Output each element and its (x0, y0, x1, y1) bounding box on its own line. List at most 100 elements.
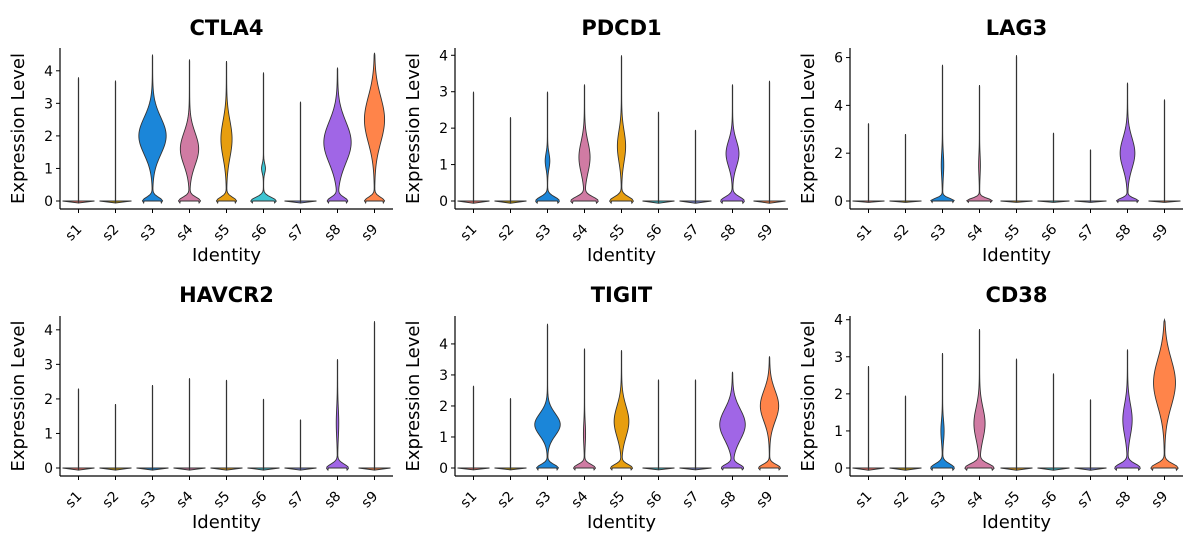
x-tick-label: s1 (458, 489, 481, 512)
y-axis-title: Expression Level (798, 53, 819, 204)
violin-panel-havcr2: HAVCR2 Expression Level Identity 0 1 2 3 4 s1 s2 s… (8, 283, 393, 533)
x-tick-label: s8 (1112, 222, 1135, 245)
x-tick-label: s4 (569, 488, 592, 511)
panel-title: HAVCR2 (179, 283, 274, 307)
x-tick-label: s3 (532, 222, 555, 245)
x-tick-label: s2 (890, 222, 913, 245)
y-axis-title: Expression Level (8, 53, 29, 204)
violin-s5 (609, 55, 634, 205)
x-tick-label: s8 (1112, 489, 1135, 512)
violin-s5 (1000, 55, 1033, 203)
violin-s9 (758, 356, 781, 471)
violin-panel-pdcd1: PDCD1 Expression Level Identity 0 1 2 3 4 s1 s2 s3… (403, 16, 788, 266)
x-axis-title: Identity (192, 512, 261, 533)
y-tick-label: 3 (439, 368, 448, 384)
x-axis-title: Identity (587, 512, 656, 533)
violin-s1 (852, 123, 885, 203)
violin-s7 (679, 129, 712, 204)
y-tick-label: 3 (44, 96, 53, 112)
violin-s5 (609, 350, 634, 471)
y-tick-label: 2 (44, 392, 53, 408)
x-tick-label: s6 (248, 488, 271, 511)
violin-panel-tigit: TIGIT Expression Level Identity 0 1 2 3 4 s1 s2 s3… (403, 283, 788, 533)
x-tick-label: s9 (359, 222, 382, 245)
violin-s8 (1114, 349, 1141, 472)
y-tick-label: 2 (439, 399, 448, 415)
y-tick-label: 6 (834, 51, 843, 67)
violin-s9 (753, 80, 786, 204)
x-tick-label: s9 (1149, 222, 1172, 245)
x-tick-label: s9 (359, 489, 382, 512)
x-tick-label: s5 (1001, 222, 1024, 245)
x-tick-label: s2 (890, 489, 913, 512)
violin-s6 (642, 379, 675, 471)
violin-s1 (457, 91, 490, 204)
violin-s1 (852, 365, 885, 471)
y-axis-title: Expression Level (8, 321, 29, 472)
violin-s9 (1150, 317, 1179, 472)
x-tick-label: s7 (285, 489, 308, 512)
violin-s1 (457, 385, 490, 471)
violin-s7 (679, 379, 712, 471)
x-tick-label: s1 (853, 222, 876, 245)
violin-s4 (177, 59, 202, 205)
violin-s8 (720, 84, 745, 205)
x-tick-label: s7 (1075, 489, 1098, 512)
panel-title: CTLA4 (190, 16, 264, 40)
violin-s6 (247, 398, 280, 471)
y-tick-label: 2 (834, 146, 843, 162)
violin-s5 (1000, 358, 1033, 471)
x-tick-label: s3 (532, 489, 555, 512)
y-tick-label: 0 (44, 194, 53, 210)
x-tick-label: s5 (211, 222, 234, 245)
violin-s3 (138, 54, 167, 205)
violin-s9 (1148, 99, 1181, 203)
x-tick-label: s7 (1075, 222, 1098, 245)
x-tick-label: s4 (964, 488, 987, 511)
violin-panel-lag3: LAG3 Expression Level Identity 0 2 4 6 s1 s2 s3 s4… (798, 16, 1183, 266)
x-tick-label: s8 (322, 222, 345, 245)
x-tick-label: s5 (606, 222, 629, 245)
violin-s7 (284, 101, 317, 204)
x-tick-label: s8 (717, 222, 740, 245)
y-tick-label: 1 (44, 161, 53, 177)
violin-s6 (642, 111, 675, 204)
violin-panel-ctla4: CTLA4 Expression Level Identity 0 1 2 3 4 s1 s2 s3… (8, 16, 393, 266)
violin-s8 (326, 359, 349, 472)
panel-title: PDCD1 (581, 16, 661, 40)
x-axis-title: Identity (192, 245, 261, 266)
y-tick-label: 0 (44, 461, 53, 477)
violin-s6 (250, 72, 277, 204)
x-tick-label: s5 (211, 489, 234, 512)
x-tick-label: s1 (853, 489, 876, 512)
x-tick-label: s4 (964, 221, 987, 244)
x-tick-label: s6 (1038, 488, 1061, 511)
y-tick-label: 0 (834, 461, 843, 477)
x-tick-label: s2 (100, 222, 123, 245)
violin-s6 (1037, 132, 1070, 203)
panel-title: LAG3 (986, 16, 1047, 40)
violin-s3 (930, 353, 955, 472)
x-tick-label: s6 (1038, 221, 1061, 244)
x-tick-label: s1 (63, 222, 86, 245)
y-tick-label: 4 (44, 323, 53, 339)
violin-s9 (358, 321, 391, 471)
violin-s6 (1037, 373, 1070, 471)
violin-s2 (889, 133, 922, 203)
violin-s5 (215, 60, 238, 205)
y-tick-label: 4 (44, 64, 53, 80)
violin-s4 (570, 84, 599, 205)
x-tick-label: s9 (1149, 489, 1172, 512)
x-tick-label: s7 (680, 489, 703, 512)
x-tick-label: s3 (137, 489, 160, 512)
x-tick-label: s2 (495, 222, 518, 245)
violin-s2 (889, 395, 922, 471)
y-tick-label: 3 (439, 85, 448, 101)
y-tick-label: 4 (834, 313, 843, 329)
violin-s4 (173, 378, 206, 471)
x-tick-label: s9 (754, 489, 777, 512)
x-tick-label: s1 (63, 489, 86, 512)
x-tick-label: s4 (174, 488, 197, 511)
x-tick-label: s3 (927, 489, 950, 512)
x-axis-title: Identity (587, 245, 656, 266)
